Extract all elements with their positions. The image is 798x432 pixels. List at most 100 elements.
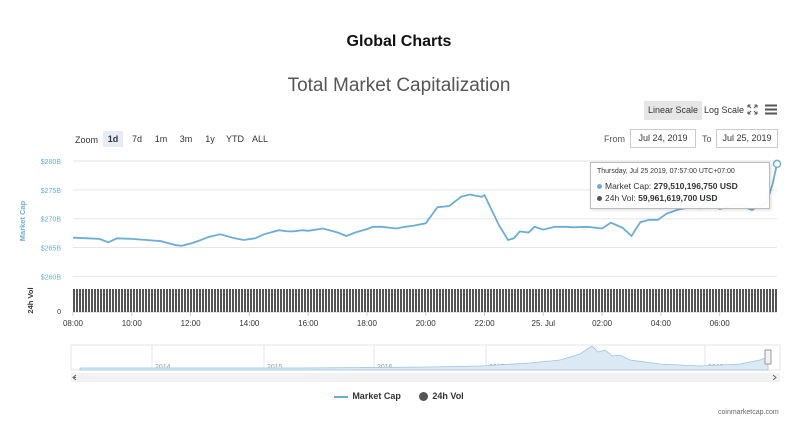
vol-bar — [442, 289, 444, 312]
vol-bar — [403, 289, 405, 312]
vol-bar — [661, 289, 663, 312]
vol-bar — [772, 289, 774, 312]
zoom-3m-button[interactable]: 3m — [179, 134, 193, 144]
vol-bar — [517, 289, 519, 312]
vol-bar — [649, 289, 651, 312]
vol-bar — [352, 289, 354, 312]
legend-item-vol[interactable]: 24h Vol — [419, 391, 464, 402]
from-date-input[interactable]: Jul 24, 2019 — [630, 129, 696, 148]
vol-bar — [604, 289, 606, 312]
vol-bar — [232, 289, 234, 312]
vol-bar — [259, 289, 261, 312]
vol-bar — [358, 289, 360, 312]
fullscreen-icon[interactable] — [747, 104, 758, 115]
chart-legend: Market Cap 24h Vol — [0, 391, 798, 402]
zoom-1m-button[interactable]: 1m — [154, 134, 168, 144]
hover-point-marker — [772, 159, 782, 169]
vol-bar — [427, 289, 429, 312]
vol-bar — [646, 289, 648, 312]
vol-bar — [100, 289, 102, 312]
zoom-all-button[interactable]: ALL — [251, 134, 268, 144]
vol-bar — [169, 289, 171, 312]
x-tick-label: 10:00 — [122, 319, 143, 328]
y-tick-label: $270B — [41, 217, 62, 224]
x-tick-label: 22:00 — [475, 319, 496, 328]
vol-bar — [163, 289, 165, 312]
linear-scale-button[interactable]: Linear Scale — [644, 101, 703, 120]
tooltip-vol-value: 59,961,619,700 USD — [638, 193, 718, 203]
x-tick-label: 25. Jul — [532, 319, 556, 328]
log-scale-button[interactable]: Log Scale — [704, 105, 745, 115]
vol-bar — [682, 289, 684, 312]
dot-icon — [419, 392, 429, 402]
vol-bar — [103, 289, 105, 312]
vol-bar — [91, 289, 93, 312]
navigator-series — [79, 345, 769, 371]
vol-bar — [757, 289, 759, 312]
vol-bar — [652, 289, 654, 312]
vol-bar — [655, 289, 657, 312]
vol-bar — [541, 289, 543, 312]
vol-bar — [583, 289, 585, 312]
vol-bar — [142, 289, 144, 312]
vol-bar — [316, 289, 318, 312]
vol-bar — [283, 289, 285, 312]
vol-bar — [439, 289, 441, 312]
vol-bar — [466, 289, 468, 312]
vol-bar — [634, 289, 636, 312]
vol-bar — [184, 289, 186, 312]
scroll-right-icon[interactable] — [772, 374, 777, 381]
zoom-1y-button[interactable]: 1y — [205, 134, 215, 144]
vol-bar — [595, 289, 597, 312]
vol-bar — [280, 289, 282, 312]
x-tick-label: 14:00 — [239, 319, 260, 328]
tooltip-market-cap-label: Market Cap: — [605, 181, 652, 191]
to-date-input[interactable]: Jul 25, 2019 — [716, 129, 778, 148]
vol-bar — [631, 289, 633, 312]
vol-bar — [616, 289, 618, 312]
vol-bar — [406, 289, 408, 312]
navigator-year-label: 2015 — [267, 364, 283, 371]
navigator-handle[interactable] — [764, 349, 772, 365]
zoom-1d-button[interactable]: 1d — [103, 131, 123, 147]
vol-bar — [88, 289, 90, 312]
vol-bar — [637, 289, 639, 312]
vol-bar — [562, 289, 564, 312]
vol-bar — [238, 289, 240, 312]
vol-bar — [754, 289, 756, 312]
vol-bar — [193, 289, 195, 312]
vol-bar — [469, 289, 471, 312]
vol-bar — [337, 289, 339, 312]
vol-bar — [766, 289, 768, 312]
chart-tooltip: Thursday, Jul 25 2019, 07:57:00 UTC+07:0… — [590, 162, 770, 209]
zoom-7d-button[interactable]: 7d — [131, 134, 142, 144]
vol-bar — [697, 289, 699, 312]
vol-bar — [625, 289, 627, 312]
vol-bar — [154, 289, 156, 312]
vol-bar — [121, 289, 123, 312]
x-tick-label: 18:00 — [357, 319, 378, 328]
vol-bar — [658, 289, 660, 312]
vol-bar — [763, 289, 765, 312]
vol-bar — [244, 289, 246, 312]
x-tick-label: 06:00 — [710, 319, 731, 328]
market-cap-dot-icon — [597, 184, 602, 190]
legend-item-market-cap[interactable]: Market Cap — [334, 391, 401, 401]
vol-bar — [523, 289, 525, 312]
vol-bar — [445, 289, 447, 312]
scroll-left-icon[interactable] — [72, 374, 77, 381]
vol-bar — [613, 289, 615, 312]
zoom-ytd-button[interactable]: YTD — [226, 134, 244, 144]
vol-bar — [514, 289, 516, 312]
vol-bar — [478, 289, 480, 312]
x-tick-label: 04:00 — [651, 319, 672, 328]
vol-bar — [355, 289, 357, 312]
vol-bar — [289, 289, 291, 312]
menu-icon[interactable] — [765, 104, 777, 115]
vol-bar — [667, 289, 669, 312]
vol-bar — [589, 289, 591, 312]
vol-bar — [157, 289, 159, 312]
vol-bar — [718, 289, 720, 312]
vol-bar — [760, 289, 762, 312]
